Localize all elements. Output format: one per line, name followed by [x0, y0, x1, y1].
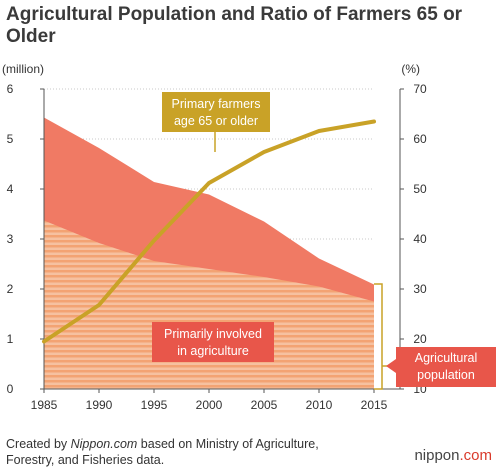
right-tick-label: 50 — [413, 182, 427, 196]
left-axis-ticks: 0 1 2 3 4 5 6 — [7, 82, 44, 396]
right-axis-unit: (%) — [401, 62, 420, 76]
involved-callout-line1: Primarily involved — [164, 327, 262, 341]
x-tick-label: 1985 — [31, 398, 58, 412]
x-tick-label: 1995 — [141, 398, 168, 412]
right-tick-label: 40 — [413, 232, 427, 246]
population-callout-line1: Agricultural — [415, 351, 478, 365]
left-tick-label: 3 — [7, 232, 14, 246]
x-tick-label: 2005 — [251, 398, 278, 412]
right-tick-label: 70 — [413, 82, 427, 96]
ratio-callout-line1: Primary farmers — [172, 97, 261, 111]
left-tick-label: 5 — [7, 132, 14, 146]
population-bracket — [374, 283, 383, 390]
source-prefix: Created by — [6, 437, 71, 451]
brand-suffix: .com — [459, 447, 492, 464]
source-rest: based on Ministry of Agriculture, Forest… — [6, 437, 319, 467]
x-tick-label: 2015 — [361, 398, 388, 412]
left-tick-label: 2 — [7, 282, 14, 296]
right-tick-label: 30 — [413, 282, 427, 296]
left-tick-label: 6 — [7, 82, 14, 96]
right-tick-label: 60 — [413, 132, 427, 146]
chart-title: Agricultural Population and Ratio of Far… — [6, 4, 463, 47]
left-tick-label: 4 — [7, 182, 14, 196]
x-tick-label: 2010 — [306, 398, 333, 412]
ratio-callout-box — [162, 92, 270, 132]
source-note: Created by Nippon.com based on Ministry … — [6, 436, 366, 468]
x-tick-label: 2000 — [196, 398, 223, 412]
primarily-involved-area — [44, 220, 374, 389]
population-callout-line2: population — [417, 368, 475, 382]
ratio-callout: Primary farmers age 65 or older — [162, 92, 270, 152]
x-tick-label: 1990 — [86, 398, 113, 412]
source-link[interactable]: Nippon.com — [70, 437, 138, 451]
left-tick-label: 1 — [7, 332, 14, 346]
ratio-65-older-line — [42, 119, 376, 344]
left-axis-unit: (million) — [2, 62, 44, 76]
ratio-callout-line2: age 65 or older — [174, 114, 258, 128]
brand-logo[interactable]: nippon.com — [414, 447, 492, 464]
involved-callout-box — [152, 322, 274, 362]
left-tick-label: 0 — [7, 382, 14, 396]
population-callout-pointer — [386, 359, 396, 373]
population-callout: Agricultural population — [374, 283, 496, 390]
involved-callout: Primarily involved in agriculture — [152, 322, 274, 362]
brand-name: nippon — [414, 447, 460, 464]
involved-callout-line2: in agriculture — [177, 344, 249, 358]
population-callout-box — [396, 347, 496, 387]
right-tick-label: 20 — [413, 332, 427, 346]
x-axis-ticks: 1985 1990 1995 2000 2005 2010 2015 — [31, 389, 388, 412]
